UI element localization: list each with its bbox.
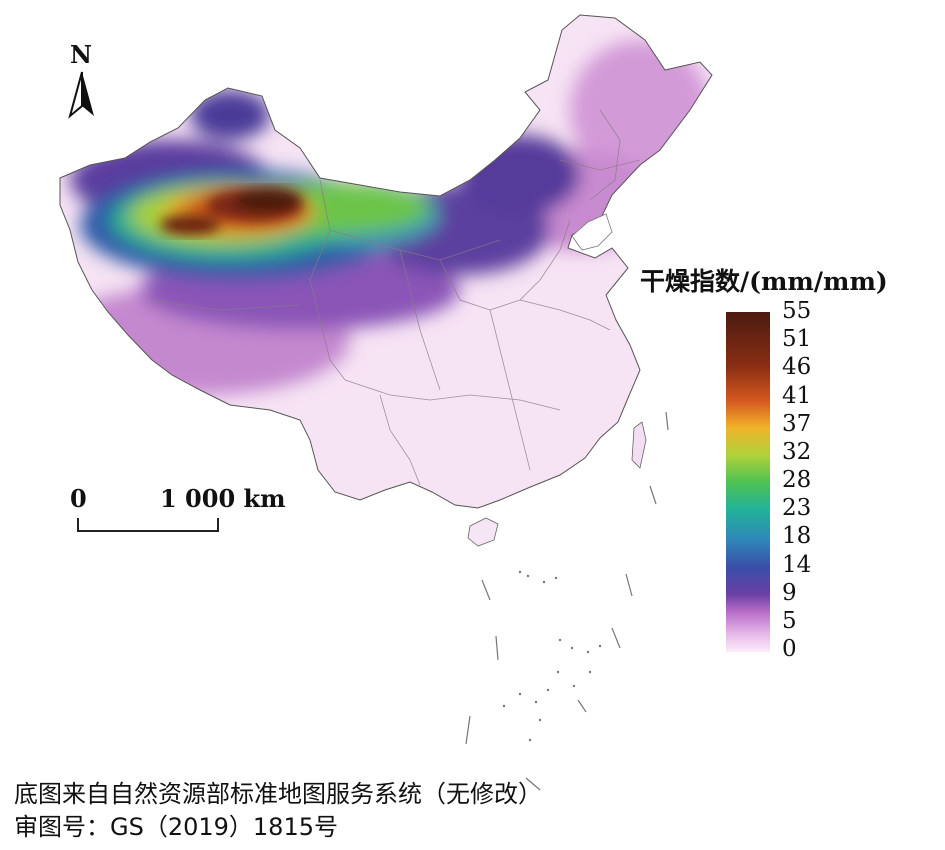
- legend-tick-label: 37: [782, 410, 812, 437]
- legend-tick-label: 55: [782, 298, 812, 324]
- taiwan-island: [631, 421, 647, 469]
- north-label: N: [70, 40, 92, 69]
- legend-tick-label: 23: [782, 495, 812, 522]
- credits-line-2: 审图号：GS（2019）1815号: [14, 813, 338, 841]
- credits-line-1: 底图来自自然资源部标准地图服务系统（无修改）: [14, 780, 542, 808]
- hainan-island: [467, 517, 499, 547]
- legend-tick-label: 0: [782, 636, 797, 662]
- bohai-sea: [571, 213, 613, 251]
- south-china-sea-boundary: [465, 411, 669, 791]
- scale-start-label: 0: [70, 484, 87, 513]
- legend-tick-label: 32: [782, 438, 812, 465]
- scale-bar: [77, 518, 219, 532]
- legend-title: 干燥指数/(mm/mm): [640, 267, 888, 296]
- legend-tick-labels: 55 51 46 41 37 32 28 23 18 14 9 5 0: [782, 300, 842, 665]
- legend-tick-label: 51: [782, 326, 812, 353]
- scale-end-label: 1 000 km: [160, 484, 286, 513]
- legend-tick-label: 41: [782, 382, 812, 409]
- legend-tick-label: 9: [782, 579, 797, 606]
- legend-tick-label: 18: [782, 523, 812, 550]
- south-china-sea-islands: [502, 570, 602, 742]
- north-arrow-icon: [68, 71, 94, 119]
- legend-tick-label: 28: [782, 467, 812, 493]
- legend-tick-label: 5: [782, 607, 797, 634]
- legend-colorbar: [726, 312, 770, 652]
- legend-tick-label: 46: [782, 354, 812, 381]
- aridity-raster: [60, 15, 712, 508]
- legend-tick-label: 14: [782, 551, 812, 578]
- map-credits: 底图来自自然资源部标准地图服务系统（无修改） 审图号：GS（2019）1815号: [14, 778, 542, 844]
